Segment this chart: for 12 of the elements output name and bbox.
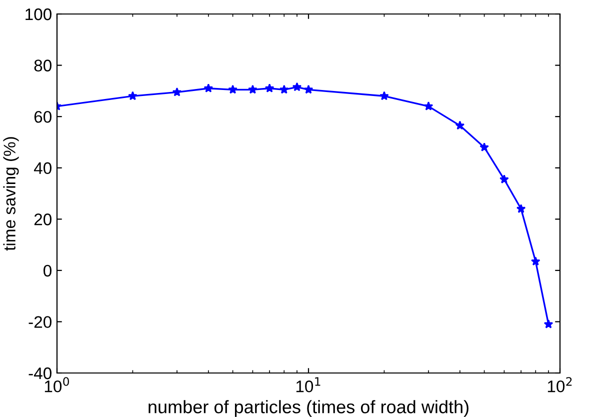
y-tick-label: 40 — [34, 162, 52, 174]
y-tick-label: 100 — [26, 8, 52, 20]
x-axis-title: number of particles (times of road width) — [148, 400, 468, 417]
y-axis-title: time saving (%) — [3, 137, 19, 251]
y-tick-label: 20 — [34, 214, 52, 226]
y-tick-label: 60 — [34, 110, 52, 123]
x-tick-label: 10$^{1}$ — [296, 377, 320, 392]
y-tick-label: 80 — [34, 60, 52, 72]
x-tick-label: 10$^{2}$ — [548, 377, 572, 392]
y-tick-label: -20 — [28, 316, 52, 328]
y-tick-label: 0 — [44, 264, 52, 277]
y-tick-label: -40 — [28, 367, 52, 380]
